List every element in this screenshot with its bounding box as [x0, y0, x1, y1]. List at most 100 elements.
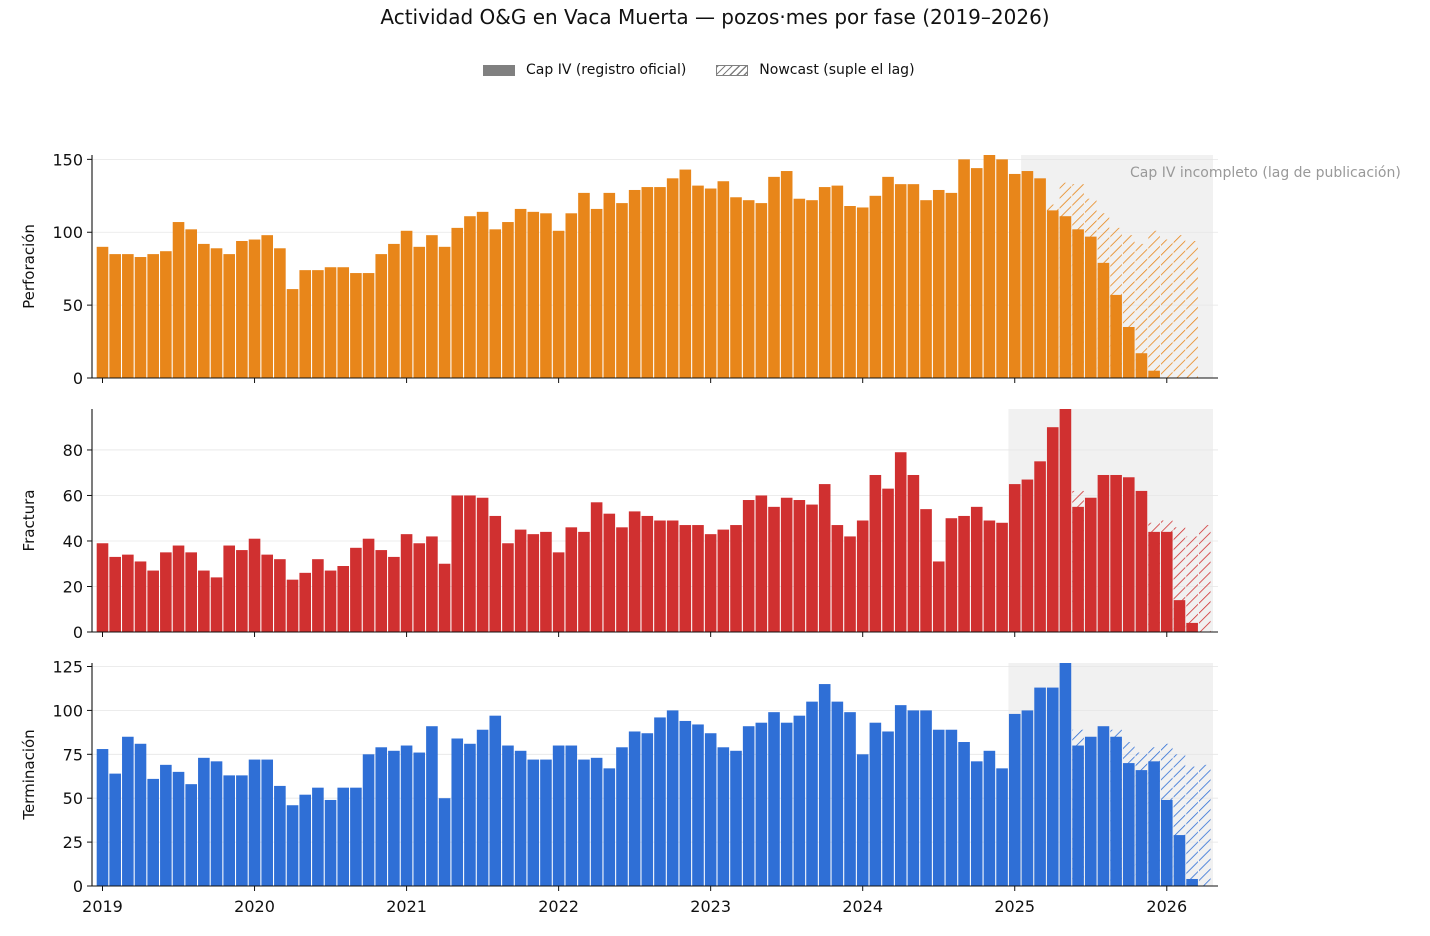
- official-bar: [755, 495, 768, 632]
- x-tick-label: 2020: [234, 897, 275, 916]
- panel-1: 0 50 100 150 Perforación: [20, 150, 1218, 388]
- chart-title: Actividad O&G en Vaca Muerta — pozos·mes…: [380, 5, 1050, 29]
- official-bar: [476, 497, 489, 632]
- official-bar: [274, 785, 286, 886]
- official-bar: [717, 747, 730, 886]
- official-bar: [945, 518, 958, 632]
- official-bar: [362, 754, 375, 886]
- official-bar: [147, 570, 159, 632]
- official-bar: [261, 554, 274, 632]
- official-bar: [755, 203, 768, 378]
- official-bar: [666, 178, 679, 378]
- official-bar: [147, 778, 159, 886]
- x-tick-label: 2023: [690, 897, 731, 916]
- official-bar: [920, 200, 932, 378]
- official-bar: [932, 729, 945, 886]
- official-bar: [780, 722, 793, 886]
- y-tick-label: 80: [63, 441, 83, 460]
- official-bar: [679, 720, 692, 886]
- official-bar: [552, 230, 565, 378]
- official-bar: [894, 452, 907, 632]
- official-bar: [248, 759, 261, 886]
- official-bar: [869, 722, 882, 886]
- official-bar: [109, 254, 121, 378]
- official-bar: [1059, 663, 1072, 886]
- official-bar: [337, 566, 350, 632]
- official-bar: [540, 759, 552, 886]
- official-bar: [236, 240, 248, 378]
- official-bar: [502, 543, 514, 632]
- official-bar: [1008, 484, 1021, 632]
- nowcast-bar: [1148, 230, 1160, 378]
- official-bar: [628, 189, 641, 378]
- nowcast-bar: [1186, 240, 1198, 378]
- official-bar: [894, 705, 907, 886]
- official-bar: [172, 545, 185, 632]
- official-bar: [261, 235, 274, 378]
- official-bar: [578, 192, 590, 378]
- official-bar: [603, 192, 616, 378]
- x-tick-label: 2025: [994, 897, 1035, 916]
- official-bar: [590, 208, 603, 378]
- official-bar: [337, 267, 350, 378]
- official-bar: [628, 511, 641, 632]
- official-bar: [958, 159, 970, 378]
- official-bar: [299, 572, 312, 632]
- official-bar: [312, 787, 324, 886]
- y-tick-label: 125: [52, 658, 83, 677]
- official-bar: [172, 771, 185, 886]
- official-bar: [742, 200, 755, 378]
- official-bar: [286, 805, 299, 886]
- panel-3: 0 25 50 75 100 125 Terminación 2019 2020 2021 2022…: [20, 658, 1218, 916]
- official-bar: [818, 684, 831, 886]
- y-axis-label: Fractura: [20, 490, 38, 552]
- x-tick-label: 2022: [538, 897, 579, 916]
- official-bar: [856, 754, 869, 886]
- official-bar: [375, 747, 388, 886]
- official-bar: [514, 529, 527, 632]
- official-bar: [552, 745, 565, 886]
- x-tick-label: 2021: [386, 897, 427, 916]
- official-bar: [312, 559, 324, 632]
- official-bar: [996, 522, 1008, 632]
- official-bar: [831, 701, 844, 886]
- official-bar: [692, 525, 704, 632]
- official-bar: [894, 184, 907, 378]
- y-tick-label: 100: [52, 223, 83, 242]
- official-bar: [704, 534, 717, 632]
- official-bar: [793, 500, 806, 632]
- nowcast-bar: [1198, 525, 1211, 632]
- official-bar: [134, 257, 147, 378]
- official-bar: [109, 773, 121, 886]
- official-bar: [565, 527, 578, 632]
- official-bar: [1097, 726, 1110, 886]
- official-bar: [122, 736, 134, 886]
- nowcast-bar: [1186, 536, 1198, 632]
- official-bar: [831, 185, 844, 378]
- official-bar: [350, 547, 362, 632]
- official-bar: [1034, 178, 1046, 378]
- official-bar: [527, 759, 540, 886]
- official-bar: [603, 513, 616, 632]
- official-bar: [1135, 353, 1148, 378]
- official-bar: [552, 552, 565, 632]
- official-bar: [502, 222, 514, 378]
- official-bar: [641, 515, 654, 632]
- y-tick-label: 20: [63, 577, 83, 596]
- lag-note: Cap IV incompleto (lag de publicación): [1130, 165, 1401, 181]
- official-bar: [451, 738, 464, 886]
- legend-item-nowcast: Nowcast (suple el lag): [716, 62, 915, 78]
- official-bar: [413, 543, 426, 632]
- official-bar: [540, 213, 552, 378]
- official-bar: [704, 188, 717, 378]
- official-bar: [996, 768, 1008, 886]
- official-bar: [413, 246, 426, 378]
- official-bar: [1160, 799, 1173, 886]
- official-bar: [628, 731, 641, 886]
- y-tick-label: 100: [52, 701, 83, 720]
- official-bar: [438, 563, 451, 632]
- nowcast-bar: [1135, 243, 1148, 378]
- official-bar: [375, 254, 388, 378]
- official-bar: [970, 761, 983, 886]
- official-bar: [198, 570, 210, 632]
